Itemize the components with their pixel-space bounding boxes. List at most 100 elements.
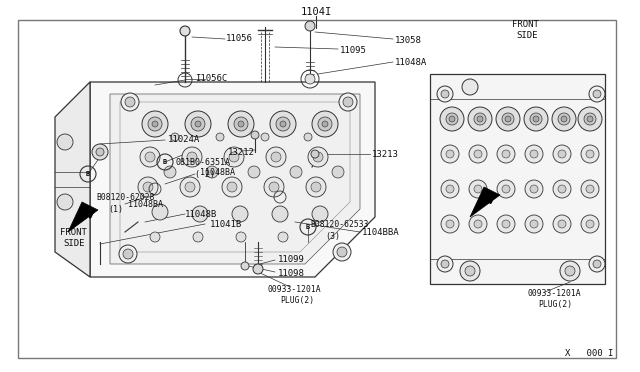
Text: B: B xyxy=(86,171,90,177)
Text: 13213: 13213 xyxy=(372,150,399,158)
Circle shape xyxy=(337,247,347,257)
Circle shape xyxy=(552,107,576,131)
Text: 13212: 13212 xyxy=(228,148,255,157)
Polygon shape xyxy=(110,94,360,264)
Circle shape xyxy=(224,147,244,167)
Text: SIDE: SIDE xyxy=(516,31,538,39)
Polygon shape xyxy=(90,82,375,277)
Text: 1104I: 1104I xyxy=(300,7,332,17)
Circle shape xyxy=(171,133,179,141)
Bar xyxy=(430,74,605,284)
Circle shape xyxy=(180,26,190,36)
Circle shape xyxy=(589,256,605,272)
Circle shape xyxy=(308,147,328,167)
Text: 00933-1201A: 00933-1201A xyxy=(528,289,582,298)
Circle shape xyxy=(441,145,459,163)
Text: X   000 I: X 000 I xyxy=(565,350,613,359)
Circle shape xyxy=(525,180,543,198)
Text: 11024A: 11024A xyxy=(168,135,200,144)
Text: 11098: 11098 xyxy=(278,269,305,278)
Circle shape xyxy=(584,113,596,125)
Circle shape xyxy=(474,150,482,158)
Circle shape xyxy=(446,113,458,125)
Circle shape xyxy=(446,220,454,228)
Circle shape xyxy=(306,177,326,197)
Circle shape xyxy=(150,232,160,242)
Circle shape xyxy=(142,111,168,137)
Circle shape xyxy=(57,134,73,150)
Polygon shape xyxy=(55,82,90,277)
Circle shape xyxy=(469,180,487,198)
Text: 11048A: 11048A xyxy=(395,58,428,67)
Circle shape xyxy=(312,111,338,137)
Circle shape xyxy=(119,245,137,263)
Circle shape xyxy=(468,107,492,131)
Circle shape xyxy=(474,220,482,228)
Circle shape xyxy=(192,206,208,222)
Circle shape xyxy=(530,220,538,228)
Circle shape xyxy=(228,111,254,137)
Text: B: B xyxy=(306,224,310,230)
Circle shape xyxy=(586,220,594,228)
Circle shape xyxy=(227,182,237,192)
Text: 1104BBA: 1104BBA xyxy=(362,228,399,237)
Text: 11048BA: 11048BA xyxy=(128,199,163,208)
Circle shape xyxy=(148,117,162,131)
Circle shape xyxy=(123,249,133,259)
Circle shape xyxy=(581,145,599,163)
Circle shape xyxy=(206,166,218,178)
Circle shape xyxy=(474,185,482,193)
Circle shape xyxy=(578,107,602,131)
Circle shape xyxy=(441,215,459,233)
Circle shape xyxy=(234,117,248,131)
Circle shape xyxy=(311,182,321,192)
Circle shape xyxy=(593,90,601,98)
Circle shape xyxy=(553,215,571,233)
Circle shape xyxy=(558,185,566,193)
Text: B: B xyxy=(163,159,167,165)
Circle shape xyxy=(587,116,593,122)
Circle shape xyxy=(311,150,319,158)
Circle shape xyxy=(502,220,510,228)
Circle shape xyxy=(560,261,580,281)
Circle shape xyxy=(272,206,288,222)
Circle shape xyxy=(469,215,487,233)
Circle shape xyxy=(533,116,539,122)
Circle shape xyxy=(558,150,566,158)
Circle shape xyxy=(497,215,515,233)
Circle shape xyxy=(561,116,567,122)
Circle shape xyxy=(152,121,158,127)
Text: 11041B: 11041B xyxy=(210,219,243,228)
Circle shape xyxy=(266,147,286,167)
Circle shape xyxy=(304,133,312,141)
Circle shape xyxy=(318,117,332,131)
Circle shape xyxy=(236,232,246,242)
Circle shape xyxy=(437,86,453,102)
Circle shape xyxy=(278,232,288,242)
Circle shape xyxy=(248,166,260,178)
Text: 11099: 11099 xyxy=(278,256,305,264)
Circle shape xyxy=(187,152,197,162)
Circle shape xyxy=(232,206,248,222)
Circle shape xyxy=(191,117,205,131)
Circle shape xyxy=(193,232,203,242)
Text: 081B0-6351A: 081B0-6351A xyxy=(175,157,230,167)
Text: (3): (3) xyxy=(325,231,340,241)
Circle shape xyxy=(449,116,455,122)
Text: ( 2): ( 2) xyxy=(195,170,215,179)
Circle shape xyxy=(477,116,483,122)
Circle shape xyxy=(530,113,542,125)
Circle shape xyxy=(446,150,454,158)
Text: SIDE: SIDE xyxy=(63,240,84,248)
Circle shape xyxy=(469,145,487,163)
Circle shape xyxy=(269,182,279,192)
Circle shape xyxy=(581,215,599,233)
Text: 13058: 13058 xyxy=(395,35,422,45)
Circle shape xyxy=(474,113,486,125)
Text: 11048BA: 11048BA xyxy=(200,167,235,176)
Circle shape xyxy=(525,145,543,163)
Circle shape xyxy=(121,93,139,111)
Circle shape xyxy=(276,117,290,131)
Circle shape xyxy=(462,79,478,95)
Circle shape xyxy=(502,150,510,158)
